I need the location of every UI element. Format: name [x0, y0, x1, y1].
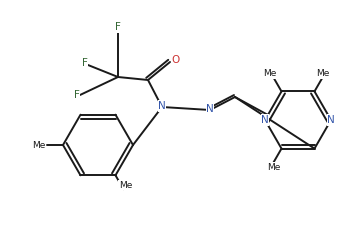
- Text: N: N: [327, 115, 335, 125]
- Text: F: F: [82, 58, 88, 68]
- Text: Me: Me: [32, 140, 46, 149]
- Text: O: O: [172, 55, 180, 65]
- Text: F: F: [74, 90, 80, 100]
- Text: Me: Me: [316, 69, 329, 78]
- Text: N: N: [206, 104, 214, 114]
- Text: Me: Me: [267, 163, 280, 172]
- Text: Me: Me: [263, 69, 276, 78]
- Text: Me: Me: [119, 181, 132, 190]
- Text: N: N: [261, 115, 269, 125]
- Text: F: F: [115, 22, 121, 32]
- Text: N: N: [158, 101, 166, 111]
